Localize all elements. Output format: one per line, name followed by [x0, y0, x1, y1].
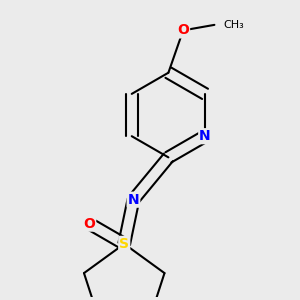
Text: N: N — [199, 129, 211, 143]
Text: N: N — [128, 193, 139, 207]
Text: O: O — [177, 23, 189, 38]
Text: O: O — [83, 217, 95, 231]
Text: S: S — [119, 237, 129, 251]
Text: CH₃: CH₃ — [224, 20, 244, 30]
